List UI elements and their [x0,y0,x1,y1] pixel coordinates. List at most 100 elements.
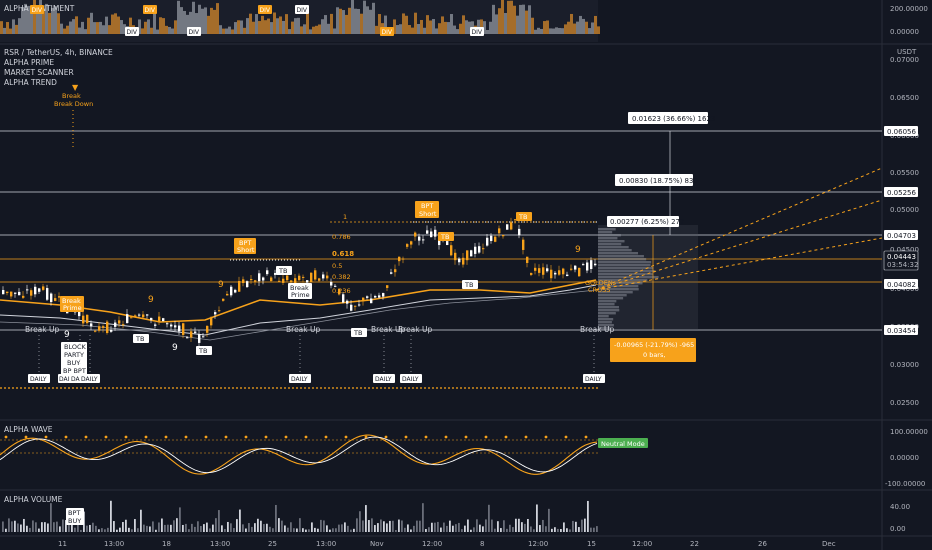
time-tick: 25 [268,540,277,548]
volume-bar [65,520,67,532]
candle-body [34,286,37,295]
candle-body [82,315,85,324]
wave-star [284,435,288,439]
sentiment-bar [117,16,120,34]
trendline-middle[interactable] [595,199,883,291]
candle-body [586,262,589,271]
sentiment-bar [216,3,219,34]
svg-text:BUY: BUY [67,359,80,367]
wave-star [164,435,168,439]
svg-text:0.01623 (36.66%) 1623: 0.01623 (36.66%) 1623 [632,115,715,123]
volume-bar [209,528,211,532]
div-tag: DIV [125,27,139,36]
candle-body [310,272,313,283]
candle-body [302,276,305,278]
volume-bar [179,507,181,532]
candle-body [94,330,97,332]
volume-title[interactable]: ALPHA VOLUME [4,495,63,504]
candle-body [290,280,293,283]
sentiment-bar [231,29,234,34]
volume-bar [422,503,424,532]
svg-text:DAILY: DAILY [71,376,88,383]
sentiment-bar [189,11,192,34]
candle-body [514,219,517,221]
indicator-alpha-prime[interactable]: ALPHA PRIME [4,58,54,67]
daily-label: DAILY [583,374,605,383]
volume-bar [518,518,520,532]
candle-body [366,296,369,298]
sentiment-bar [369,9,372,34]
profile-bar [598,258,647,261]
volume-bar [395,529,397,532]
candle-body [518,228,521,236]
candle-body [398,256,401,262]
svg-text:Short: Short [237,246,255,254]
down-arrow-icon: ▼ [72,83,79,92]
volume-bar [548,508,550,532]
candle-body [578,267,581,277]
sentiment-bar [144,21,147,34]
candle-body [134,315,137,317]
wave-star [424,435,428,439]
candle-body [502,234,505,237]
candle-body [410,241,413,245]
sentiment-bar [348,7,351,34]
indicator-market-scanner[interactable]: MARKET SCANNER [4,68,74,77]
candle-body [434,229,437,237]
volume-bar [62,519,64,532]
volume-bar [260,520,262,532]
volume-bar [413,525,415,532]
volume-bar [188,529,190,532]
volume-bar [206,522,208,532]
candle-body [462,257,465,265]
wave-title[interactable]: ALPHA WAVE [4,425,53,434]
sentiment-bar [372,2,375,34]
trendline-upper[interactable] [595,167,883,291]
volume-bar [455,524,457,532]
profile-bar [598,231,613,234]
volume-bar [53,522,55,532]
profile-bar [598,321,612,324]
sentiment-bar [591,22,594,34]
candle-body [294,278,297,285]
sentiment-bar [150,27,153,34]
candle-body [558,270,561,275]
trendline-lower[interactable] [595,237,883,291]
price-tick: 0.04500 [890,246,919,254]
sequential-9: 9 [148,295,154,305]
volume-bar [431,522,433,532]
candle-body [30,290,33,296]
candle-body [446,241,449,246]
svg-text:03:54:32: 03:54:32 [887,261,918,269]
volume-bar [164,524,166,532]
wave-star [524,435,528,439]
sentiment-bar [576,21,579,34]
sentiment-bar [414,12,417,34]
sentiment-bar [48,12,51,34]
candle-body [322,274,325,279]
sentiment-bar [6,22,9,34]
sentiment-bar [246,18,249,34]
indicator-alpha-trend[interactable]: ALPHA TREND [4,78,57,87]
sentiment-bar [153,13,156,34]
sentiment-bar [45,3,48,35]
volume-bar [329,529,331,532]
svg-text:BPT: BPT [239,239,251,247]
svg-text:0.05256: 0.05256 [887,189,916,197]
volume-bar [551,528,553,532]
div-tag: DIV [380,27,394,36]
time-tick: 12:00 [422,540,442,548]
volume-bar [254,523,256,532]
sequential-9: 9 [64,330,70,340]
symbol-title[interactable]: RSR / TetherUS, 4h, BINANCE [4,48,113,57]
sentiment-bar [264,20,267,34]
candle-body [414,232,417,237]
sentiment-bar [165,25,168,34]
volume-bar [452,525,454,532]
sentiment-bar [72,19,75,34]
break-up-label: Break Up [580,325,614,334]
candle-body [466,250,469,261]
candle-body [242,279,245,284]
